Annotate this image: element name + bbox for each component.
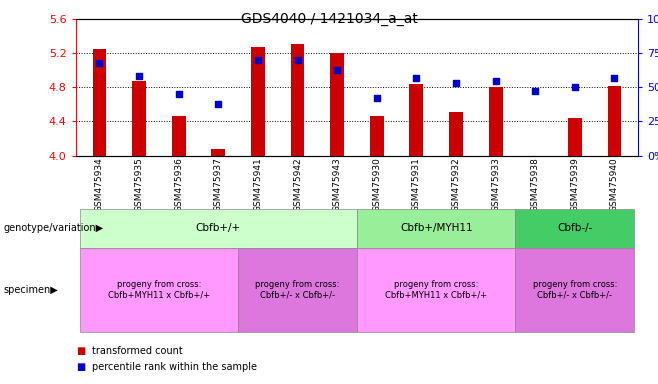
Point	[134, 73, 144, 79]
Text: Cbfb-/-: Cbfb-/-	[557, 223, 593, 233]
Text: GDS4040 / 1421034_a_at: GDS4040 / 1421034_a_at	[241, 12, 417, 25]
Point	[332, 66, 342, 73]
Text: transformed count: transformed count	[92, 346, 183, 356]
Text: progeny from cross:
Cbfb+/- x Cbfb+/-: progeny from cross: Cbfb+/- x Cbfb+/-	[255, 280, 340, 300]
Point	[174, 91, 184, 97]
Bar	[370, 116, 384, 156]
Point	[411, 75, 422, 81]
Text: Cbfb+/MYH11: Cbfb+/MYH11	[400, 223, 472, 233]
Bar	[172, 116, 186, 156]
Point	[451, 80, 461, 86]
Point	[213, 101, 224, 107]
Bar	[409, 84, 423, 156]
Point	[490, 78, 501, 84]
Bar	[449, 112, 463, 156]
Point	[253, 57, 263, 63]
Text: progeny from cross:
Cbfb+MYH11 x Cbfb+/+: progeny from cross: Cbfb+MYH11 x Cbfb+/+	[108, 280, 210, 300]
Text: progeny from cross:
Cbfb+MYH11 x Cbfb+/+: progeny from cross: Cbfb+MYH11 x Cbfb+/+	[385, 280, 488, 300]
Text: Cbfb+/+: Cbfb+/+	[195, 223, 241, 233]
Text: ■: ■	[76, 362, 85, 372]
Bar	[528, 156, 542, 214]
Bar	[93, 49, 107, 156]
Bar	[607, 86, 621, 156]
Text: ■: ■	[76, 346, 85, 356]
Point	[292, 57, 303, 63]
Text: genotype/variation▶: genotype/variation▶	[3, 223, 103, 233]
Bar	[489, 88, 503, 156]
Point	[530, 88, 540, 94]
Bar	[330, 53, 344, 156]
Point	[372, 95, 382, 101]
Bar	[251, 47, 265, 156]
Point	[570, 84, 580, 91]
Text: percentile rank within the sample: percentile rank within the sample	[92, 362, 257, 372]
Text: progeny from cross:
Cbfb+/- x Cbfb+/-: progeny from cross: Cbfb+/- x Cbfb+/-	[533, 280, 617, 300]
Bar	[291, 44, 305, 156]
Bar	[568, 118, 582, 156]
Bar	[132, 81, 146, 156]
Text: specimen▶: specimen▶	[3, 285, 58, 295]
Point	[609, 75, 620, 81]
Point	[94, 60, 105, 66]
Bar	[211, 149, 225, 156]
